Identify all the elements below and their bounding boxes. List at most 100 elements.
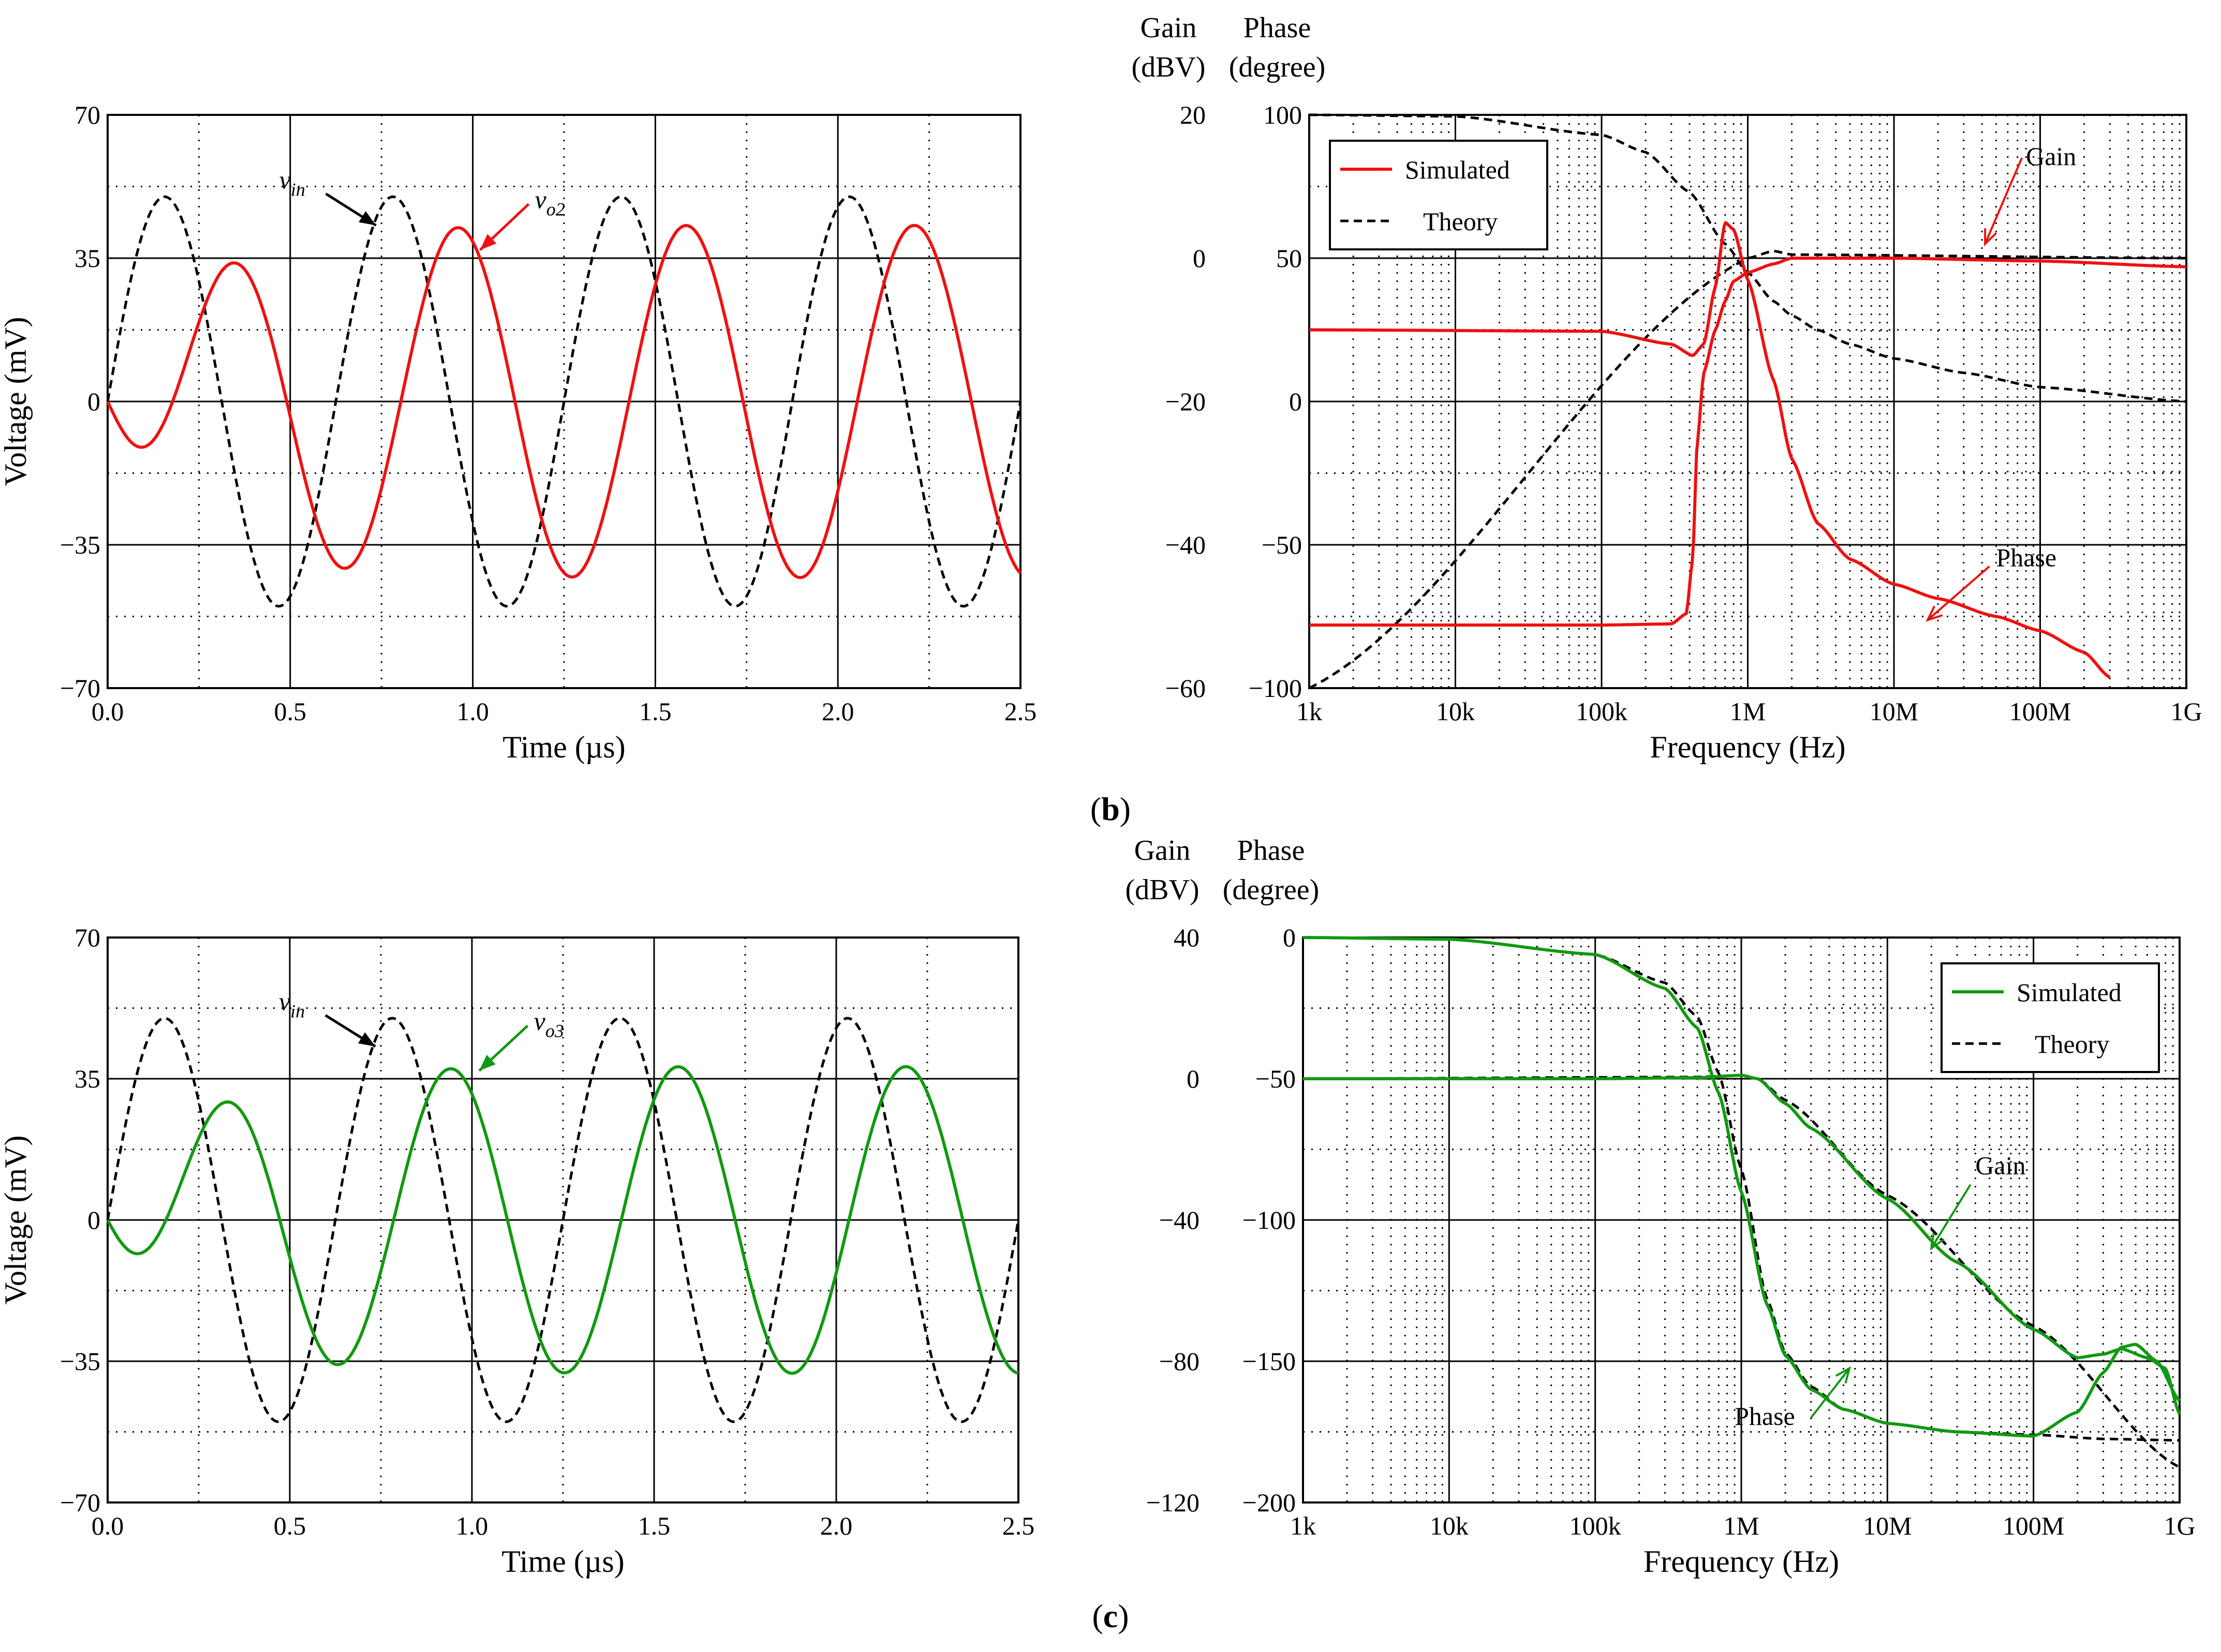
b-time-x-axis-label: Time (µs) xyxy=(502,730,625,764)
b-time-label-vo2-main: v xyxy=(535,185,547,214)
b-time-series-vo2 xyxy=(106,224,1022,579)
b-time-y-tick-label: −35 xyxy=(60,530,100,559)
c-time-y-tick-label: 0 xyxy=(87,1205,100,1234)
b-freq-gain-tick-label: −60 xyxy=(1165,674,1206,703)
b-time-label-vin: vin xyxy=(279,165,305,200)
b-freq-gain-tick-label: 20 xyxy=(1180,100,1206,129)
c-freq-annotation-phase-arrow-head xyxy=(1835,1366,1852,1384)
b-freq-phase-simulated-line xyxy=(1309,257,2187,627)
c-freq-legend-label-theory: Theory xyxy=(2035,1030,2109,1059)
c-time-panel: 0.0 0.5 1.0 1.5 2.0 2.5 70 35 0 −35 −70 Time (µs) Vo… xyxy=(0,923,1034,1579)
c-time-x-tick-label: 1.0 xyxy=(456,1511,488,1540)
b-freq-phase-tick-label: 50 xyxy=(1276,244,1302,273)
c-time-x-tick-label: 1.5 xyxy=(638,1511,671,1540)
c-time-x-tick-label: 2.0 xyxy=(820,1511,853,1540)
c-freq-gain-tick-label: −120 xyxy=(1146,1488,1200,1517)
b-freq-x-tick-label: 100k xyxy=(1576,697,1627,726)
c-freq-gain-axis-header: Gain xyxy=(1134,835,1191,867)
c-time-series-vo3 xyxy=(106,1065,1019,1375)
b-freq-x-tick-label: 100M xyxy=(2009,697,2071,726)
b-time-arrow-vo2-head xyxy=(480,234,497,250)
c-freq-plot-frame xyxy=(1302,936,2181,1504)
b-freq-gain-tick-label: 0 xyxy=(1193,244,1206,273)
b-freq-phase-axis-header: (degree) xyxy=(1229,51,1326,83)
c-freq-gain-axis-header: (dBV) xyxy=(1125,874,1199,906)
c-time-x-tick-label: 2.5 xyxy=(1002,1511,1035,1540)
b-time-y-tick-label: 35 xyxy=(75,244,100,273)
b-freq-phase-tick-label: 100 xyxy=(1263,100,1302,129)
c-time-series-vin xyxy=(106,1017,1020,1423)
b-freq-phase-tick-label: 0 xyxy=(1289,387,1302,416)
c-time-y-tick-label: −35 xyxy=(60,1347,100,1376)
plots: 0.0 0.5 1.0 1.5 2.0 2.5 70 35 0 −35 −70 Time (µs) Vo… xyxy=(0,12,2202,1579)
b-freq-gain-axis-header: (dBV) xyxy=(1131,51,1205,83)
b-freq-annotation-gain-arrow-shaft xyxy=(1984,157,2023,245)
c-freq-x-axis-label: Frequency (Hz) xyxy=(1643,1544,1839,1579)
b-freq-annotation-phase-arrow-shaft xyxy=(1927,565,1990,621)
b-time-x-tick-label: 1.0 xyxy=(456,697,489,726)
c-freq-phase-tick-label: −150 xyxy=(1242,1347,1296,1376)
c-freq-annotation-gain-arrow-shaft xyxy=(1930,1184,1972,1249)
c-time-label-vo3-main: v xyxy=(534,1006,546,1035)
b-freq-legend-label-simulated: Simulated xyxy=(1405,155,1510,184)
c-time-x-tick-label: 0.5 xyxy=(274,1511,306,1540)
c-time-y-tick-label: −70 xyxy=(60,1488,100,1517)
b-freq-panel: 1k 10k 100k 1M 10M 100M 1G 20 0 −20 −40 −60 100 50 0 −5… xyxy=(1131,12,2202,764)
c-freq-legend-label-simulated: Simulated xyxy=(2017,978,2122,1007)
b-time-y-tick-label: 70 xyxy=(75,100,100,129)
c-freq-x-tick-label: 100k xyxy=(1569,1511,1621,1540)
b-time-x-tick-label: 1.5 xyxy=(639,697,672,726)
b-freq-x-tick-label: 1k xyxy=(1296,697,1322,726)
b-freq-gain-simulated-line xyxy=(1309,221,2111,679)
b-freq-gain-theory-line xyxy=(1308,249,2186,690)
b-freq-gain-axis-header: Gain xyxy=(1141,12,1197,44)
b-time-y-tick-label: −70 xyxy=(60,674,100,703)
b-time-arrow-vin-head xyxy=(359,211,376,226)
c-freq-gain-tick-label: 0 xyxy=(1187,1064,1200,1093)
b-freq-legend-box xyxy=(1329,140,1548,250)
b-time-label-vo2-sub: o2 xyxy=(546,199,565,219)
c-time-label-vin-main: v xyxy=(279,987,291,1016)
c-freq-legend-box xyxy=(1941,962,2160,1073)
c-freq-phase-tick-label: −50 xyxy=(1255,1064,1296,1093)
c-freq-x-tick-label: 10M xyxy=(1863,1511,1912,1540)
c-freq-annotation-gain-arrow-head xyxy=(1930,1232,1945,1251)
b-freq-phase-tick-label: −100 xyxy=(1249,674,1302,703)
c-time-y-axis-label: Voltage (mV) xyxy=(0,1135,33,1304)
b-freq-annotation-gain: Gain xyxy=(2026,142,2076,171)
c-freq-annotation-phase: Phase xyxy=(1735,1402,1795,1431)
c-freq-x-tick-label: 10k xyxy=(1430,1511,1469,1540)
c-freq-x-tick-label: 1G xyxy=(2164,1511,2195,1540)
b-freq-gain-tick-label: −20 xyxy=(1165,387,1206,416)
c-freq-legend: Simulated Theory xyxy=(1941,962,2160,1073)
b-freq-x-tick-label: 10k xyxy=(1436,697,1475,726)
b-time-y-tick-label: 0 xyxy=(87,387,100,416)
c-time-label-vo3-sub: o3 xyxy=(545,1020,564,1041)
b-time-label-vin-sub: in xyxy=(291,179,305,200)
b-freq-legend: Simulated Theory xyxy=(1329,140,1548,250)
c-freq-annotation-phase-arrow-shaft xyxy=(1810,1367,1850,1419)
c-time-label-vin-sub: in xyxy=(290,1001,305,1021)
b-time-x-tick-label: 0.5 xyxy=(274,697,307,726)
b-freq-gain-tick-label: −40 xyxy=(1165,530,1206,559)
c-time-arrow-vo3-head xyxy=(479,1054,496,1071)
c-freq-x-tick-label: 1M xyxy=(1723,1511,1759,1540)
b-time-x-tick-label: 0.0 xyxy=(92,697,124,726)
b-freq-annotation-phase: Phase xyxy=(1996,543,2056,572)
b-freq-annotation-gain-arrow-head xyxy=(1984,228,1997,247)
caption-c: (c) xyxy=(1092,1598,1129,1634)
b-freq-x-tick-label: 1G xyxy=(2170,697,2202,726)
c-freq-gain-tick-label: 40 xyxy=(1174,923,1200,952)
caption-b: (b) xyxy=(1090,791,1131,827)
b-freq-phase-tick-label: −50 xyxy=(1262,530,1302,559)
b-freq-phase-axis-header: Phase xyxy=(1243,12,1311,44)
c-freq-gain-tick-label: −80 xyxy=(1159,1347,1200,1376)
c-freq-phase-axis-header: Phase xyxy=(1237,835,1305,867)
b-freq-x-tick-label: 1M xyxy=(1730,697,1766,726)
c-freq-x-tick-label: 1k xyxy=(1290,1511,1316,1540)
c-time-label-vo3: vo3 xyxy=(534,1006,564,1041)
c-freq-phase-tick-label: −100 xyxy=(1242,1205,1296,1234)
c-time-arrow-vin-head xyxy=(358,1032,376,1047)
c-time-x-axis-label: Time (µs) xyxy=(501,1544,624,1579)
